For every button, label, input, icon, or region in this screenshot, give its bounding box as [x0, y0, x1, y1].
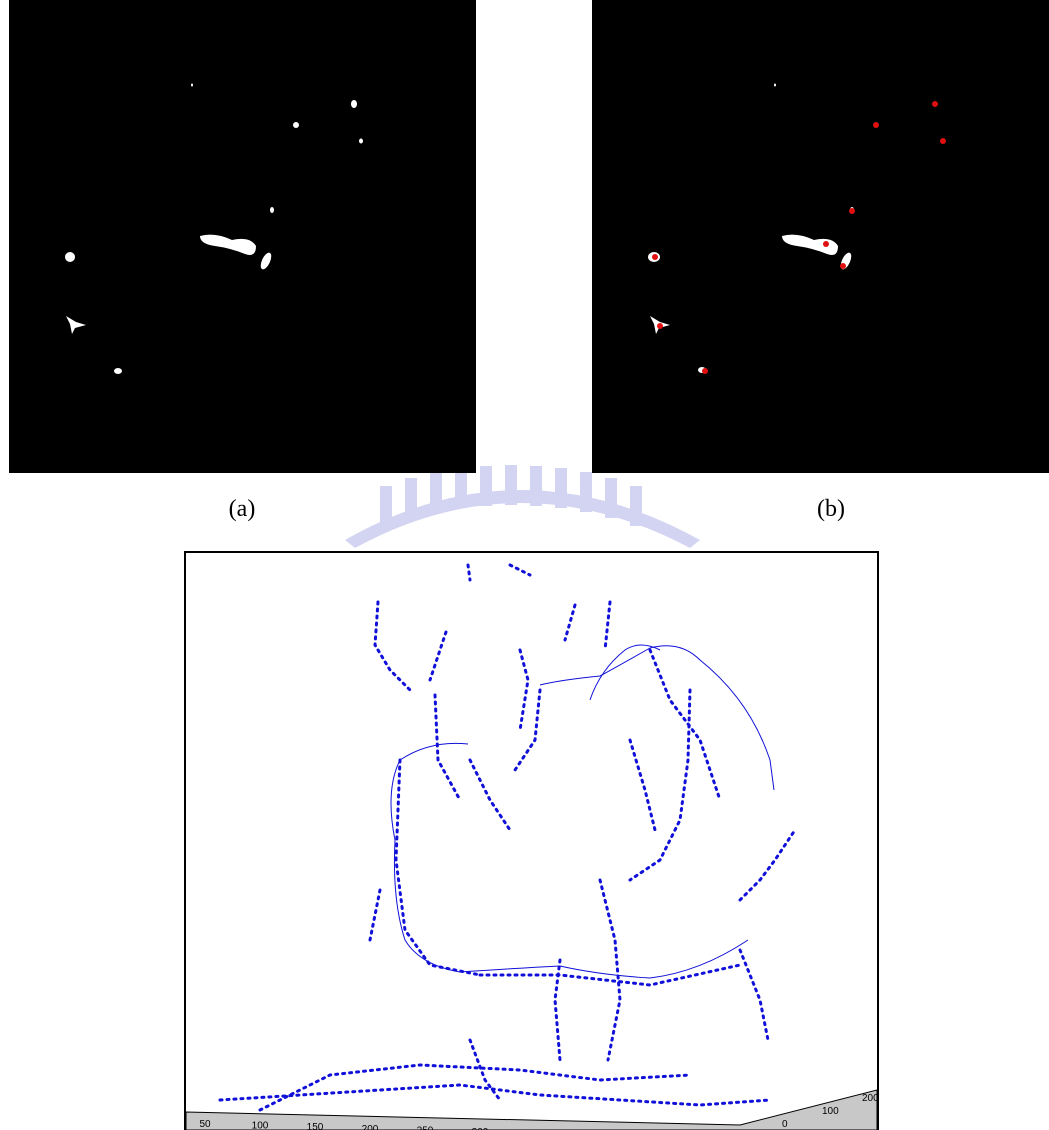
y-tick-label: 100	[822, 1106, 839, 1117]
panel-b-image	[592, 0, 1049, 473]
x-tick-label: 200	[362, 1124, 379, 1130]
x-tick-label: 150	[307, 1122, 324, 1130]
y-tick-label: 0	[782, 1119, 788, 1130]
image-background	[9, 0, 476, 473]
plot-3d	[185, 552, 878, 1130]
page: {"figure": {"panel_labels": ["(a)", "(b)…	[0, 0, 1049, 1130]
image-background	[592, 0, 1049, 473]
x-tick-label: 50	[199, 1119, 211, 1130]
panel-label: (a)	[229, 496, 256, 522]
watermark-arc	[345, 490, 700, 548]
x-tick-label: 100	[252, 1121, 269, 1130]
figure: (a) (b)	[0, 0, 1049, 1130]
plot-frame	[185, 552, 878, 1130]
panel-label: (b)	[817, 496, 845, 522]
panel-a-image	[9, 0, 476, 473]
y-tick-label: 200	[862, 1093, 879, 1104]
watermark	[345, 465, 700, 548]
x-tick-label: 250	[417, 1125, 434, 1130]
